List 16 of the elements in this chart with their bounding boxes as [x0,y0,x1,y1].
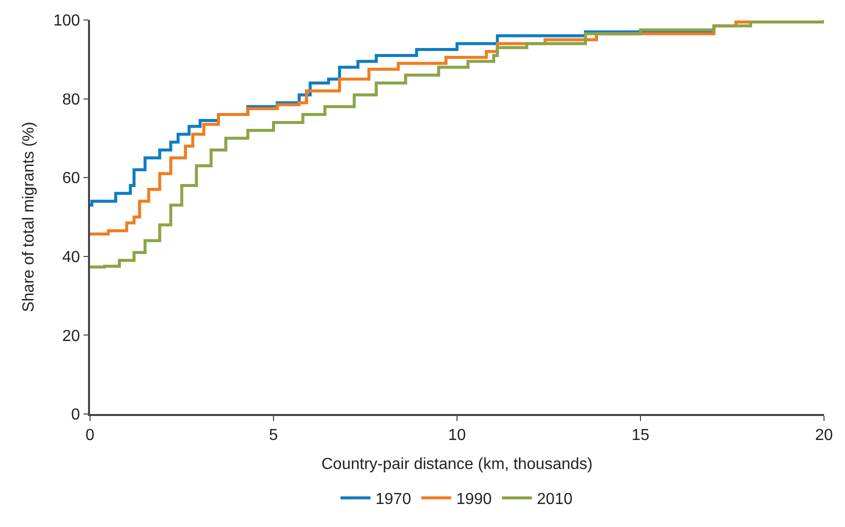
x-tick-label: 20 [815,426,833,444]
y-tick-label: 80 [62,91,80,108]
y-tick-label: 100 [53,12,80,30]
legend-label: 2010 [536,491,573,508]
x-tick-label: 10 [448,426,466,444]
x-tick-label: 0 [86,426,95,444]
x-tick-label: 15 [632,426,650,444]
legend-label: 1970 [376,491,412,508]
y-tick-label: 40 [62,249,80,266]
y-tick-label: 20 [62,328,80,345]
y-tick-label: 0 [71,406,80,424]
x-tick-label: 5 [269,426,278,444]
x-axis-title: Country-pair distance (km, thousands) [321,456,593,474]
y-tick-label: 60 [62,170,80,188]
legend-label: 1990 [456,491,492,508]
y-axis-title: Share of total migrants (%) [20,122,38,312]
